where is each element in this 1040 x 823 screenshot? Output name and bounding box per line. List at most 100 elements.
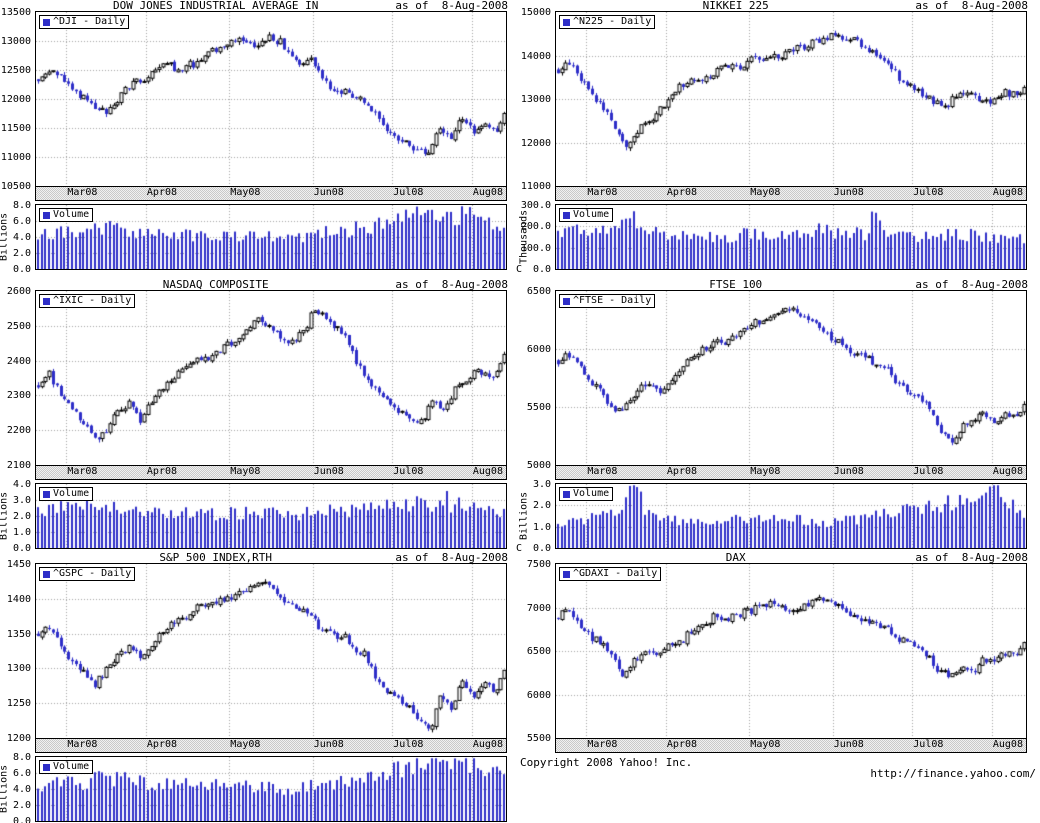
price-plot: ^N225 - Daily <box>555 11 1027 187</box>
x-tick-label: Jul08 <box>393 739 424 750</box>
legend-label: ^DJI - Daily <box>53 16 126 27</box>
candlestick-canvas <box>36 564 506 738</box>
series-legend: ^IXIC - Daily <box>39 294 136 308</box>
chart-header: NIKKEI 225 as of 8-Aug-2008 <box>520 0 1040 11</box>
chart-panel-ixic: NASDAQ COMPOSITE as of 8-Aug-2008 2600 25… <box>0 279 520 554</box>
volume-canvas <box>36 484 506 548</box>
volume-legend: Volume <box>39 208 94 222</box>
price-area: 15000 14000 13000 12000 11000 ^N225 - Daily <box>520 8 1040 192</box>
volume-tick-label: 100.0 <box>520 242 551 254</box>
x-tick-label: Mar08 <box>587 739 618 750</box>
series-legend: ^GDAXI - Daily <box>559 567 662 581</box>
volume-tick-label: 200.0 <box>520 221 551 233</box>
price-area: 13500 13000 12500 12000 11500 11000 10500 ^DJI… <box>0 8 520 192</box>
price-tick-label: 1450 <box>6 559 31 570</box>
price-tick-label: 1400 <box>6 593 31 605</box>
volume-area: Thousands 300.0 200.0 100.0 0.0 Volume <box>519 201 1040 275</box>
chart-panel-n225: NIKKEI 225 as of 8-Aug-2008 15000 14000 13… <box>519 0 1040 279</box>
x-tick-label: Apr08 <box>666 187 698 198</box>
volume-tick-label: 0.0 <box>12 816 31 823</box>
volume-legend-label: Volume <box>573 209 610 220</box>
volume-tick-label: 6.0 <box>12 768 31 779</box>
legend-swatch-icon <box>563 297 570 305</box>
price-tick-label: 5500 <box>526 402 551 413</box>
volume-tick-label: 3.0 <box>532 479 551 490</box>
price-tick-label: 1350 <box>6 628 31 640</box>
x-tick-label: Jun08 <box>833 466 864 477</box>
chart-header: DOW JONES INDUSTRIAL AVERAGE IN as of 8-… <box>0 0 520 11</box>
volume-plot: Volume <box>555 483 1027 549</box>
series-legend: ^GSPC - Daily <box>39 567 136 581</box>
series-legend: ^DJI - Daily <box>39 15 130 29</box>
volume-y-axis: 8.0 6.0 4.0 2.0 0.0 <box>0 201 33 275</box>
volume-area: Billions 4.0 3.0 2.0 1.0 0.0 Volume <box>0 479 520 554</box>
price-tick-label: 10500 <box>0 181 31 192</box>
price-area: 6500 6000 5500 5000 ^FTSE - Daily <box>520 286 1040 471</box>
price-tick-label: 12000 <box>0 94 31 105</box>
legend-swatch-icon <box>43 763 50 771</box>
legend-swatch-icon <box>563 490 570 498</box>
legend-swatch-icon <box>563 570 570 578</box>
volume-y-axis: 8.0 6.0 4.0 2.0 0.0 <box>0 753 33 823</box>
volume-tick-label: 4.0 <box>12 784 31 795</box>
page-footer: Copyright 2008 Yahoo! Inc. http://financ… <box>520 757 1040 779</box>
candlestick-canvas <box>556 291 1026 465</box>
volume-y-axis: 3.0 2.0 1.0 0.0 <box>520 480 553 554</box>
price-tick-label: 7000 <box>526 602 551 614</box>
as-of-label: as of 8-Aug-2008 <box>915 278 1028 291</box>
price-plot: ^GSPC - Daily <box>35 563 507 739</box>
chart-title: DAX <box>725 551 746 564</box>
price-area: 1450 1400 1350 1300 1250 1200 ^GSPC - Daily <box>0 560 520 744</box>
chart-panel-gspc: S&P 500 INDEX,RTH as of 8-Aug-2008 1450 1… <box>0 552 520 823</box>
x-tick-label: Jun08 <box>313 739 344 750</box>
x-tick-label: May08 <box>750 187 781 198</box>
price-plot: ^GDAXI - Daily <box>555 563 1027 739</box>
volume-tick-label: 6.0 <box>12 216 31 227</box>
cropped-copyright-char: C <box>516 543 523 554</box>
price-tick-label: 2600 <box>6 286 31 297</box>
candlestick-canvas <box>36 291 506 465</box>
price-tick-label: 6500 <box>526 286 551 297</box>
x-tick-label: Aug08 <box>992 187 1023 198</box>
price-tick-label: 5000 <box>526 460 551 471</box>
x-tick-label: Aug08 <box>472 466 503 477</box>
price-area: 7500 7000 6500 6000 5500 ^GDAXI - Daily <box>520 560 1040 744</box>
chart-panel-ftse: FTSE 100 as of 8-Aug-2008 6500 6000 5500 50… <box>519 278 1040 554</box>
series-legend: ^FTSE - Daily <box>559 294 656 308</box>
volume-canvas <box>36 205 506 269</box>
price-tick-label: 5500 <box>526 733 551 744</box>
legend-label: ^N225 - Daily <box>573 16 652 27</box>
volume-area: Billions 8.0 6.0 4.0 2.0 0.0 Volume <box>0 201 520 275</box>
price-y-axis: 13500 13000 12500 12000 11500 11000 10500 <box>0 8 33 192</box>
price-tick-label: 1200 <box>6 733 31 744</box>
x-tick-label: Apr08 <box>146 739 178 750</box>
price-tick-label: 2400 <box>6 355 31 367</box>
cropped-copyright-char: C <box>516 264 523 275</box>
volume-tick-label: 2.0 <box>12 248 31 259</box>
price-tick-label: 1300 <box>6 663 31 675</box>
volume-tick-label: 2.0 <box>12 800 31 811</box>
chart-panel-dji: DOW JONES INDUSTRIAL AVERAGE IN as of 8-… <box>0 0 520 279</box>
price-tick-label: 11000 <box>0 152 31 163</box>
x-tick-label: Jun08 <box>313 466 344 477</box>
volume-tick-label: 8.0 <box>12 752 31 763</box>
chart-header: NASDAQ COMPOSITE as of 8-Aug-2008 <box>0 279 520 290</box>
volume-legend: Volume <box>559 487 614 501</box>
price-y-axis: 1450 1400 1350 1300 1250 1200 <box>0 560 33 744</box>
x-tick-label: Jul08 <box>913 466 944 477</box>
chart-title: DOW JONES INDUSTRIAL AVERAGE IN <box>113 0 319 12</box>
price-tick-label: 2300 <box>6 390 31 402</box>
price-area: 2600 2500 2400 2300 2200 2100 ^IXIC - Daily <box>0 287 520 471</box>
price-tick-label: 6000 <box>526 689 551 701</box>
x-tick-label: Jun08 <box>833 187 864 198</box>
x-tick-label: Mar08 <box>67 466 98 477</box>
x-tick-label: Jul08 <box>393 187 424 198</box>
x-tick-label: Apr08 <box>146 466 178 477</box>
price-tick-label: 13000 <box>520 94 551 105</box>
x-axis-band: Mar08 Apr08 May08 Jun08 Jul08 Aug08 <box>35 466 507 480</box>
volume-legend: Volume <box>39 760 94 774</box>
volume-legend-label: Volume <box>573 488 610 499</box>
price-y-axis: 2600 2500 2400 2300 2200 2100 <box>0 287 33 471</box>
volume-tick-label: 4.0 <box>12 479 31 490</box>
